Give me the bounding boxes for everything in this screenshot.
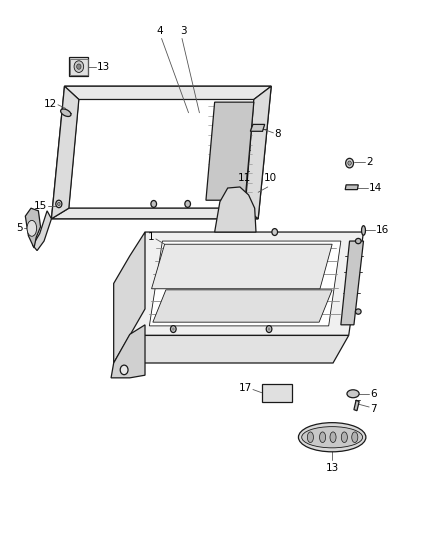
Ellipse shape [60,109,71,117]
Polygon shape [345,185,358,190]
Ellipse shape [347,390,359,398]
Ellipse shape [266,326,272,333]
Text: 13: 13 [97,62,110,71]
Text: 14: 14 [369,183,382,193]
Text: 10: 10 [264,173,277,183]
Polygon shape [114,232,145,363]
Ellipse shape [172,328,174,330]
Polygon shape [25,208,41,248]
Polygon shape [69,100,254,208]
Ellipse shape [361,225,365,235]
Polygon shape [152,244,332,289]
Ellipse shape [320,432,325,442]
Ellipse shape [27,220,37,236]
Polygon shape [206,102,254,200]
Text: 7: 7 [371,403,377,414]
Ellipse shape [346,158,353,168]
Polygon shape [51,86,79,219]
Text: 12: 12 [44,99,57,109]
Ellipse shape [352,432,358,442]
Text: 5: 5 [17,223,23,233]
Text: 6: 6 [371,389,377,399]
Ellipse shape [302,426,363,448]
Ellipse shape [307,432,314,442]
Ellipse shape [272,229,278,236]
Text: 15: 15 [34,200,47,211]
Ellipse shape [120,365,128,375]
Ellipse shape [151,200,156,207]
Polygon shape [69,57,88,76]
Text: 1: 1 [148,232,155,243]
Ellipse shape [356,238,361,244]
Text: 8: 8 [275,129,281,139]
Polygon shape [149,241,341,326]
Polygon shape [130,232,364,335]
Ellipse shape [341,432,347,442]
Text: 17: 17 [238,383,252,393]
Ellipse shape [77,64,81,69]
Polygon shape [261,384,292,402]
Polygon shape [245,86,271,219]
Text: 13: 13 [325,463,339,473]
Polygon shape [354,400,359,411]
Polygon shape [111,325,145,378]
Ellipse shape [185,200,191,207]
Polygon shape [51,86,271,219]
Polygon shape [64,86,271,100]
Ellipse shape [356,309,361,314]
Polygon shape [114,335,349,363]
Polygon shape [153,290,332,322]
Polygon shape [215,187,256,232]
Ellipse shape [268,328,270,330]
Text: 2: 2 [366,157,373,166]
Ellipse shape [56,200,62,208]
Text: 11: 11 [238,173,251,183]
Text: 4: 4 [157,26,163,36]
Polygon shape [51,208,258,219]
Polygon shape [33,211,51,251]
Polygon shape [251,124,265,131]
Ellipse shape [348,161,351,165]
Text: 3: 3 [180,26,187,36]
Ellipse shape [74,61,84,72]
Ellipse shape [330,432,336,442]
Text: 16: 16 [376,225,389,236]
Ellipse shape [57,203,60,206]
Ellipse shape [170,326,176,333]
Ellipse shape [298,423,366,452]
Polygon shape [341,241,364,325]
